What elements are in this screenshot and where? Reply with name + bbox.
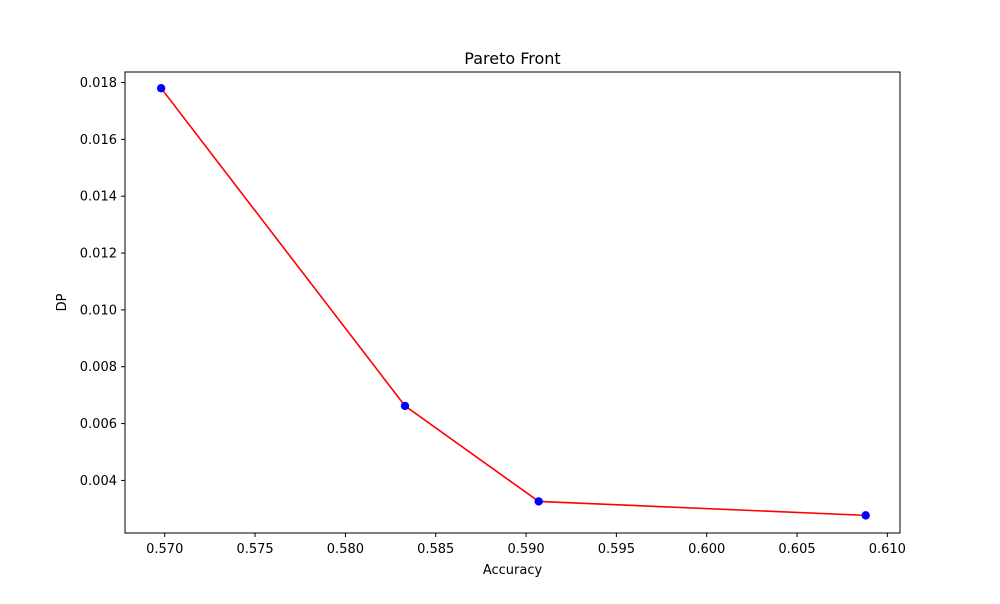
data-point	[156, 84, 166, 93]
data-point	[400, 401, 410, 411]
y-tick-label: 0.012	[80, 247, 117, 262]
series-line	[160, 87, 866, 517]
x-tick-label: 0.600	[688, 542, 725, 557]
y-tick-label: 0.006	[80, 417, 117, 432]
y-tick-label: 0.014	[80, 190, 117, 205]
x-tick-label: 0.610	[869, 542, 906, 557]
y-tick-label: 0.010	[80, 303, 117, 318]
series-layer	[156, 84, 870, 520]
x-tick-label: 0.570	[146, 542, 183, 557]
y-tick-label: 0.008	[80, 360, 117, 375]
y-tick-label: 0.018	[80, 76, 117, 91]
x-tick-label: 0.580	[327, 542, 364, 557]
data-point	[861, 511, 870, 520]
x-tick-label: 0.575	[236, 542, 273, 557]
x-axis-label: Accuracy	[483, 563, 543, 578]
y-axis-label: DP	[55, 293, 70, 311]
x-tick-label: 0.590	[507, 542, 544, 557]
plot-area	[125, 72, 900, 533]
y-tick-label: 0.016	[80, 133, 117, 148]
plot-frame	[124, 71, 901, 534]
x-tick-label: 0.605	[778, 542, 815, 557]
x-tick-label: 0.585	[417, 542, 454, 557]
y-tick-label: 0.004	[80, 474, 117, 489]
axes-layer: 0.570 0.575 0.580 0.585 0.590 0.595 0.600 0.605…	[80, 76, 906, 557]
data-point	[534, 497, 543, 506]
x-tick-label: 0.595	[598, 542, 635, 557]
chart-title: Pareto Front	[464, 49, 560, 68]
